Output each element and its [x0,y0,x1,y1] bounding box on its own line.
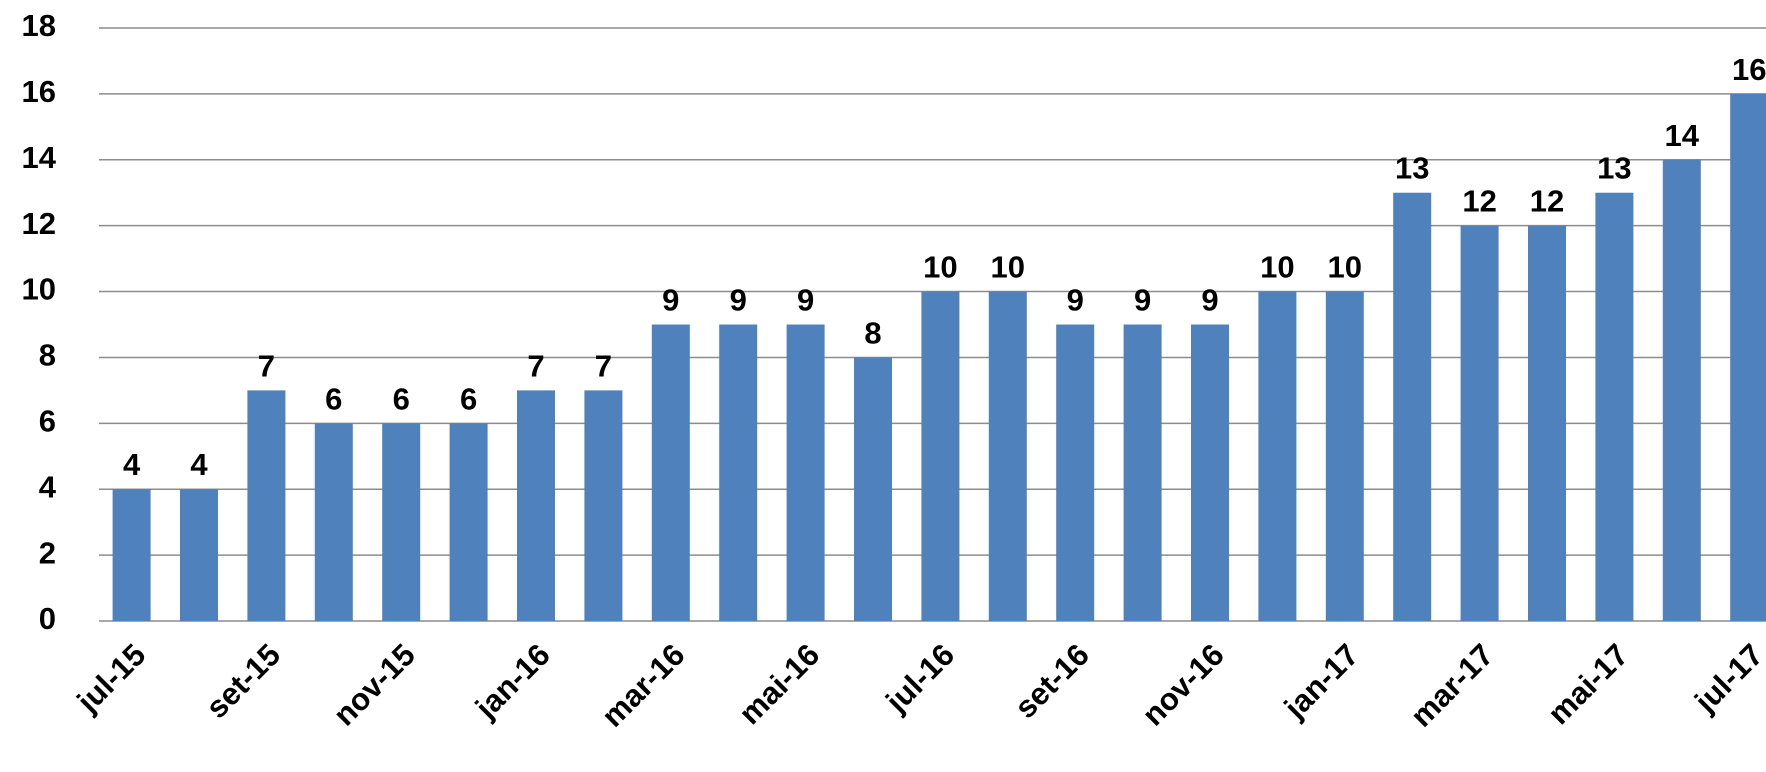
bar [1393,192,1432,621]
bar [517,390,555,621]
value-label: 4 [190,447,208,482]
bar [786,324,825,621]
bar [1191,324,1229,621]
x-tick-label: jul-17 [1687,637,1766,720]
x-tick-label: jul-16 [878,637,961,720]
bar [584,390,623,621]
bar [1730,93,1766,621]
value-label: 9 [1067,283,1084,318]
value-label: 9 [1134,283,1151,318]
value-label: 6 [393,381,410,416]
x-tick-label: set-16 [1008,637,1096,725]
y-tick-label: 2 [39,535,56,570]
value-label: 7 [258,348,275,383]
y-tick-label: 0 [39,601,56,636]
x-tick-label: nov-16 [1135,637,1230,732]
x-tick-label: jan-17 [1277,637,1366,726]
x-tick-label: mar-16 [595,637,692,734]
bar [1528,225,1566,621]
value-label: 9 [730,283,747,318]
value-label: 9 [797,283,814,318]
bar [1662,159,1701,621]
y-tick-label: 16 [22,74,56,109]
bar [1595,192,1634,621]
bar [1123,324,1162,621]
bar [382,423,421,621]
value-label: 7 [527,348,544,383]
value-label: 9 [662,283,679,318]
bar [449,423,488,621]
y-tick-label: 4 [39,469,57,504]
value-label: 7 [595,348,612,383]
value-label: 12 [1530,184,1564,219]
value-label: 8 [864,315,881,350]
value-label: 13 [1395,151,1429,186]
bar [180,489,218,621]
bar [988,291,1027,621]
bar [1056,324,1095,621]
y-tick-label: 6 [39,404,56,439]
y-tick-label: 8 [39,338,56,373]
x-tick-label: mai-16 [732,637,826,731]
y-tick-label: 10 [22,272,56,307]
y-tick-label: 18 [22,8,56,43]
value-label: 6 [325,381,342,416]
bar [1258,291,1297,621]
value-label: 16 [1732,52,1766,87]
value-label: 10 [1260,250,1294,285]
bar [1460,225,1499,621]
y-tick-label: 14 [22,140,57,175]
value-label: 12 [1462,184,1496,219]
x-tick-label: mai-17 [1541,637,1635,731]
x-tick-label: set-15 [199,637,287,725]
bar [112,489,151,621]
x-tick-label: jul-15 [70,637,153,720]
x-tick-label: jan-16 [468,637,557,726]
value-label: 9 [1201,283,1218,318]
y-tick-label: 12 [22,206,56,241]
bar [854,357,892,621]
bar [1325,291,1364,621]
x-tick-label: mar-17 [1404,637,1501,734]
bar [651,324,690,621]
value-label: 14 [1665,118,1700,153]
value-label: 10 [991,250,1025,285]
value-label: 13 [1597,151,1631,186]
value-label: 6 [460,381,477,416]
value-label: 10 [1328,250,1362,285]
bar [314,423,353,621]
x-tick-label: nov-15 [327,637,422,732]
bar [719,324,758,621]
bar [247,390,286,621]
value-label: 10 [923,250,957,285]
value-label: 4 [123,447,141,482]
bar [921,291,960,621]
